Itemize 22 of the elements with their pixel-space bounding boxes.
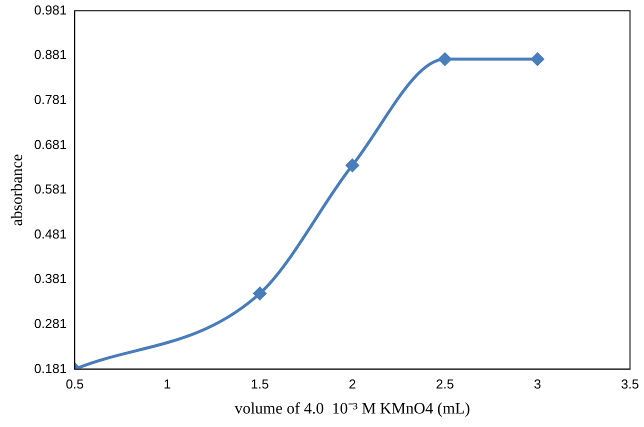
y-tick-label: 0.381 xyxy=(34,271,67,286)
y-tick-label: 0.981 xyxy=(34,2,67,18)
point xyxy=(253,286,266,300)
y-tick-label: 0.681 xyxy=(34,136,67,152)
y-tick-label: 0.481 xyxy=(34,226,67,242)
x-tick-label: 2.5 xyxy=(436,376,454,392)
y-tick-label: 0.281 xyxy=(34,316,67,331)
x-tick-label: 1 xyxy=(164,376,171,392)
x-tick-label: 0.5 xyxy=(66,376,84,392)
y-tick-label: 0.581 xyxy=(34,182,67,197)
point xyxy=(346,158,359,172)
y-axis-title: absorbance xyxy=(8,154,26,226)
x-tick-label: 3.5 xyxy=(620,376,640,392)
x-tick-label: 3 xyxy=(534,376,542,392)
y-tick-label: 0.181 xyxy=(34,360,67,376)
x-tick-label: 2 xyxy=(348,376,356,392)
x-tick-label: 1.5 xyxy=(250,376,269,392)
x-axis-title: volume of 4.0 10⁻³ M KMnO4 (mL) xyxy=(234,400,470,418)
y-tick-label: 0.781 xyxy=(34,92,67,107)
point xyxy=(530,52,544,66)
y-tick-label: 0.881 xyxy=(34,47,67,62)
point xyxy=(438,52,452,66)
